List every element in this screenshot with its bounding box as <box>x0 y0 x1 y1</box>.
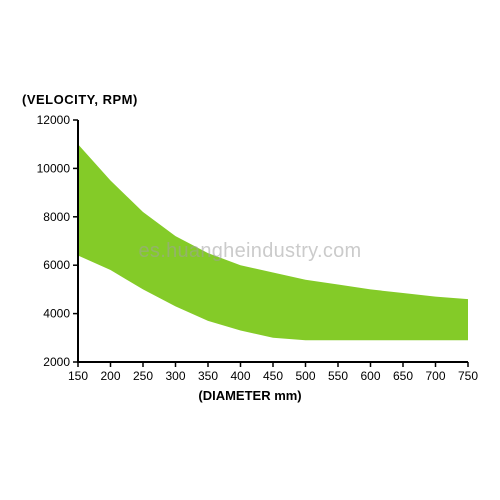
x-axis-title: (DIAMETER mm) <box>0 388 500 403</box>
x-tick-label: 250 <box>133 369 153 383</box>
y-tick-label: 10000 <box>37 161 71 175</box>
chart-svg: 150200250300350400450500550600650700750 … <box>0 0 500 500</box>
x-tick-label: 500 <box>295 369 315 383</box>
y-tick-label: 8000 <box>43 210 70 224</box>
y-tick-label: 6000 <box>43 258 70 272</box>
x-tick-label: 400 <box>230 369 250 383</box>
x-tick-label: 350 <box>198 369 218 383</box>
x-tick-label: 700 <box>425 369 445 383</box>
y-tick-label: 4000 <box>43 307 70 321</box>
x-tick-label: 450 <box>263 369 283 383</box>
velocity-band <box>78 144 468 340</box>
x-tick-label: 550 <box>328 369 348 383</box>
x-tick-label: 300 <box>165 369 185 383</box>
x-tick-label: 750 <box>458 369 478 383</box>
y-tick-label: 12000 <box>37 113 71 127</box>
x-tick-label: 650 <box>393 369 413 383</box>
y-tick-label: 2000 <box>43 355 70 369</box>
chart-container: (VELOCITY, RPM) 150200250300350400450500… <box>0 0 500 500</box>
x-tick-label: 600 <box>360 369 380 383</box>
x-tick-label: 150 <box>68 369 88 383</box>
x-tick-label: 200 <box>100 369 120 383</box>
